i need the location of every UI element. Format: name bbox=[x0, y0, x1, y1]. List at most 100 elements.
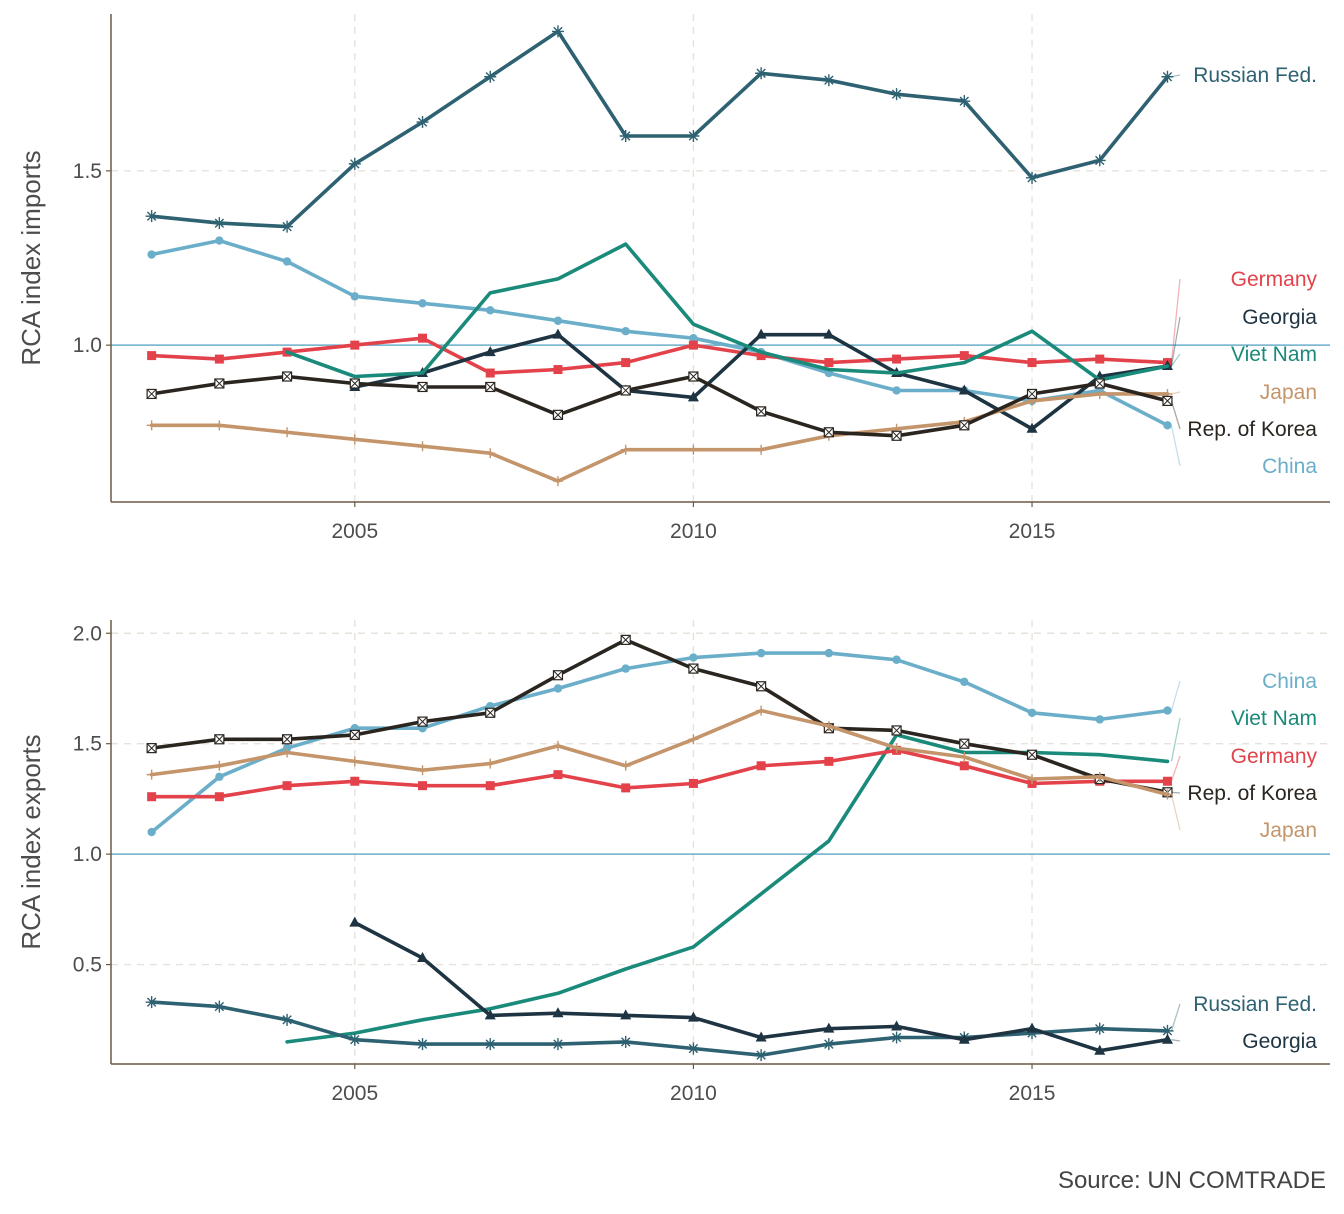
data-point-germany bbox=[214, 792, 224, 802]
data-point-rep-of-korea bbox=[417, 381, 428, 393]
data-point-china bbox=[892, 655, 901, 664]
series-line-china bbox=[149, 238, 1170, 428]
data-point-russian-fed bbox=[416, 1038, 429, 1051]
data-point-japan bbox=[688, 734, 699, 745]
gridlines bbox=[111, 620, 1330, 1064]
data-point-rep-of-korea bbox=[1026, 749, 1038, 760]
data-point-rep-of-korea bbox=[620, 385, 631, 396]
series-line-china bbox=[149, 651, 1170, 834]
data-point-georgia bbox=[1026, 1022, 1038, 1033]
series-line-russian-fed bbox=[149, 29, 1170, 229]
data-point-russian-fed bbox=[687, 130, 700, 142]
data-point-russian-fed bbox=[213, 1000, 226, 1013]
data-point-japan bbox=[552, 476, 563, 487]
data-point-russian-fed bbox=[890, 1031, 903, 1044]
data-point-rep-of-korea bbox=[214, 734, 225, 745]
end-label-japan: Japan bbox=[1260, 819, 1317, 842]
data-point-germany bbox=[1027, 358, 1037, 368]
data-point-rep-of-korea bbox=[552, 409, 564, 420]
data-point-china bbox=[1027, 708, 1037, 717]
data-point-rep-of-korea bbox=[281, 734, 293, 745]
data-point-rep-of-korea bbox=[891, 725, 902, 736]
end-labels: China Viet Nam Germany Rep. of Korea Japan Ru… bbox=[1170, 670, 1317, 1053]
x-tick-label: 2005 bbox=[331, 1082, 378, 1105]
data-point-china bbox=[486, 306, 495, 315]
data-point-russian-fed bbox=[145, 996, 158, 1009]
data-point-japan bbox=[282, 747, 293, 758]
x-tick-label: 2015 bbox=[1009, 520, 1056, 543]
series-line-russian-fed bbox=[149, 1000, 1170, 1057]
data-point-rep-of-korea bbox=[214, 378, 225, 389]
data-point-rep-of-korea bbox=[1162, 395, 1173, 407]
data-point-georgia bbox=[1026, 422, 1038, 433]
series-line-germany bbox=[149, 748, 1170, 799]
y-tick-label: 1.5 bbox=[73, 733, 102, 756]
data-point-georgia bbox=[484, 346, 496, 357]
data-point-japan bbox=[214, 420, 225, 431]
data-point-russian-fed bbox=[822, 1038, 835, 1051]
data-point-germany bbox=[485, 368, 495, 378]
data-point-russian-fed bbox=[213, 217, 226, 230]
data-point-germany bbox=[485, 781, 495, 791]
data-point-rep-of-korea bbox=[417, 716, 428, 727]
end-label-georgia: Georgia bbox=[1242, 1030, 1317, 1053]
data-point-germany bbox=[282, 781, 292, 791]
data-point-japan bbox=[349, 756, 360, 767]
data-point-georgia bbox=[1161, 1033, 1173, 1044]
data-point-russian-fed bbox=[1093, 1022, 1106, 1035]
data-point-japan bbox=[620, 444, 631, 455]
series-rep-of-korea bbox=[146, 371, 1173, 441]
data-point-russian-fed bbox=[1093, 154, 1106, 167]
data-point-japan bbox=[146, 769, 157, 780]
data-point-japan bbox=[891, 743, 902, 754]
x-tick-label: 2010 bbox=[670, 1082, 717, 1105]
data-point-china bbox=[824, 648, 834, 658]
data-point-russian-fed bbox=[755, 67, 768, 80]
data-point-rep-of-korea bbox=[1026, 388, 1038, 400]
data-point-rep-of-korea bbox=[620, 634, 631, 645]
end-label-russian-fed: Russian Fed. bbox=[1193, 64, 1317, 87]
data-point-germany bbox=[147, 351, 157, 361]
series-japan bbox=[146, 705, 1173, 800]
data-point-germany bbox=[892, 354, 902, 364]
series-line-georgia bbox=[353, 920, 1170, 1053]
data-point-china bbox=[756, 648, 766, 658]
y-tick-label: 1.0 bbox=[73, 334, 102, 357]
leader-line-rep-of-korea bbox=[1171, 791, 1181, 794]
data-point-germany bbox=[350, 776, 360, 786]
data-point-china bbox=[418, 299, 427, 308]
data-point-japan bbox=[1027, 774, 1038, 785]
end-label-china: China bbox=[1262, 670, 1317, 693]
leader-line-georgia bbox=[1171, 1039, 1181, 1042]
data-point-germany bbox=[214, 354, 224, 364]
leader-line-germany bbox=[1170, 755, 1181, 782]
data-point-germany bbox=[824, 756, 834, 766]
data-point-germany bbox=[350, 340, 360, 350]
leader-line-russian-fed bbox=[1170, 1003, 1181, 1032]
leader-line-china bbox=[1170, 680, 1181, 711]
data-point-rep-of-korea bbox=[349, 378, 360, 389]
end-label-russian-fed: Russian Fed. bbox=[1193, 993, 1317, 1016]
y-tick-label: 1.5 bbox=[73, 160, 102, 183]
data-point-rep-of-korea bbox=[485, 381, 496, 393]
data-point-russian-fed bbox=[890, 88, 903, 101]
data-point-japan bbox=[349, 434, 360, 445]
data-point-germany bbox=[959, 351, 969, 361]
data-point-germany bbox=[418, 333, 428, 343]
data-point-china bbox=[215, 772, 224, 782]
end-labels: Russian Fed. Germany Georgia Viet Nam Japan R… bbox=[1170, 64, 1317, 478]
series-china bbox=[147, 648, 1172, 837]
data-point-japan bbox=[214, 760, 225, 771]
data-point-russian-fed bbox=[1026, 1027, 1039, 1040]
data-point-georgia bbox=[687, 391, 699, 402]
data-point-japan bbox=[282, 427, 293, 438]
data-point-rep-of-korea bbox=[146, 388, 157, 400]
leader-line-georgia bbox=[1170, 316, 1181, 367]
end-label-rep-of-korea: Rep. of Korea bbox=[1187, 782, 1317, 805]
data-point-china bbox=[960, 677, 969, 687]
data-point-russian-fed bbox=[822, 74, 835, 87]
data-point-germany bbox=[756, 351, 766, 361]
data-point-japan bbox=[959, 751, 970, 762]
data-point-russian-fed bbox=[958, 95, 971, 108]
